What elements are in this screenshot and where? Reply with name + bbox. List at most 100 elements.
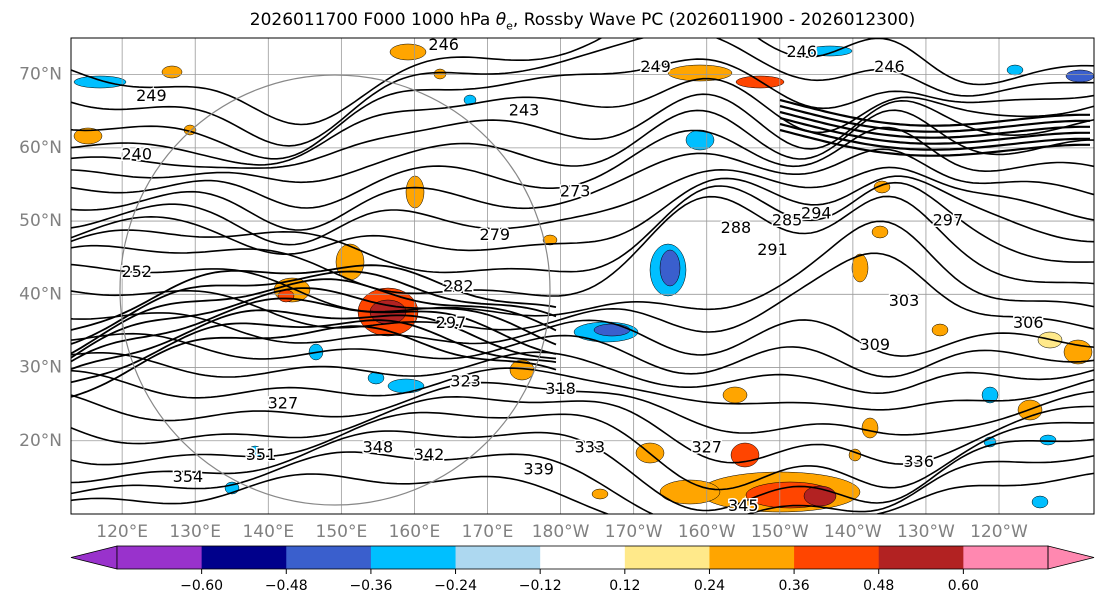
anomaly-shading [277,289,295,303]
colorbar-segment [709,546,795,569]
x-tick-label: 140°W [824,522,882,542]
anomaly-shading [247,445,263,459]
chart-title: 2026011700 F000 1000 hPa θe, Rossby Wave… [249,10,916,33]
theta-e-contour [71,93,1094,169]
anomaly-shading [593,323,631,337]
colorbar-tick-label: 0.36 [779,578,810,594]
contour-label: 333 [575,438,606,457]
anomaly-shading [405,175,425,209]
contour-label: 354 [173,467,204,486]
theta-e-contour [71,411,1094,491]
anomaly-shading [1006,64,1024,76]
x-tick-label: 120°W [970,522,1028,542]
contour-label: 306 [1013,313,1044,332]
theta-e-contour [71,430,1094,512]
theta-e-contour [779,122,1090,151]
theta-e-contour [71,319,557,384]
anomaly-shading [1039,434,1057,446]
colorbar-frame [116,545,1049,570]
x-tick-label: 160°E [389,522,441,542]
anomaly-shading [722,386,748,404]
colorbar-segment [624,546,710,569]
contour-label: 339 [523,460,554,479]
y-tick-label: 50°N [19,211,62,231]
theta-e-contour [71,395,1094,465]
contour-label: 318 [545,379,576,398]
anomaly-shading [861,417,879,439]
x-tick-label: 140°E [242,522,294,542]
anomaly-shading [433,68,447,80]
x-tick-label: 120°E [96,522,148,542]
theta-e-contour [779,116,1090,145]
theta-e-contour [71,109,1094,184]
x-tick-label: 170°E [462,522,514,542]
theta-e-contour [779,110,1090,139]
colorbar-extend-min [70,545,118,570]
theta-e-contour [71,126,1094,209]
x-tick-label: 180°W [532,522,590,542]
contour-label: 243 [509,101,540,120]
anomaly-shading [335,243,365,281]
contour-label: 282 [443,276,474,295]
y-tick-label: 20°N [19,431,62,451]
colorbar-segment [117,546,203,569]
map-frame [70,37,1095,515]
colorbar-extend-max [1047,545,1095,570]
contour-label: 285 [772,211,803,230]
x-tick-label: 130°W [897,522,955,542]
contour-label: 342 [414,445,445,464]
colorbar-segment [794,546,880,569]
contour-label: 246 [428,35,459,54]
theta-e-contour [71,312,1094,357]
anomaly-shading [389,43,427,61]
anomaly-shading [667,64,733,82]
theta-e-contour [71,278,557,355]
contour-label: 249 [640,57,671,76]
contour-label: 309 [860,335,891,354]
y-tick-label: 60°N [19,138,62,158]
theta-e-contour [779,98,1090,127]
theta-e-contour [71,472,1094,514]
contour-label: 336 [903,452,934,471]
contour-label: 297 [436,313,467,332]
colorbar-tick-label: 0.60 [948,578,979,594]
contour-label: 273 [560,181,591,200]
anomaly-shading [1031,495,1049,509]
colorbar-tick-label: −0.12 [519,578,562,594]
theta-e-contour [71,148,1094,231]
colorbar-segment [370,546,457,569]
contour-label: 288 [721,218,752,237]
colorbar-tick-label: 0.24 [694,578,725,594]
anomaly-shading [659,479,721,505]
theta-e-contour [779,104,1090,133]
theta-e-contour [71,297,557,363]
colorbar-segment [286,546,372,569]
theta-e-contour [71,181,1094,274]
contour-label: 327 [268,394,299,413]
contour-label: 249 [136,86,167,105]
contour-label: 279 [480,225,511,244]
anomaly-shading [730,442,760,468]
theta-e-contour [71,451,1094,514]
x-tick-label: 170°W [605,522,663,542]
contour-label: 345 [728,496,759,515]
y-tick-label: 30°N [19,358,62,378]
x-tick-label: 150°W [751,522,809,542]
region-circle [119,74,551,506]
y-tick-label: 70°N [19,65,62,85]
contour-label: 246 [786,42,817,61]
colorbar-tick-label: −0.48 [265,578,308,594]
contour-label: 323 [450,372,481,391]
anomaly-shading [659,249,681,287]
contour-label: 297 [933,211,964,230]
colorbar-segment [878,546,964,569]
anomaly-shading [1065,69,1094,83]
x-tick-label: 130°E [169,522,221,542]
anomaly-shading [851,253,869,283]
x-tick-label: 150°E [316,522,368,542]
theta-e-contour [71,195,1094,297]
theta-e-contour [71,381,1094,436]
colorbar-segment [201,546,287,569]
colorbar-tick-label: 0.48 [863,578,894,594]
